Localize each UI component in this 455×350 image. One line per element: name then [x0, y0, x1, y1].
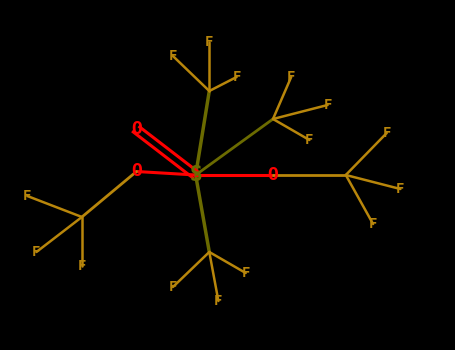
Text: F: F	[32, 245, 40, 259]
Text: S: S	[189, 165, 202, 185]
Text: F: F	[383, 126, 391, 140]
Text: F: F	[305, 133, 313, 147]
Text: O: O	[268, 166, 278, 184]
Text: F: F	[23, 189, 31, 203]
Text: F: F	[169, 280, 177, 294]
Text: F: F	[205, 35, 213, 49]
Text: F: F	[369, 217, 377, 231]
Text: F: F	[242, 266, 250, 280]
Text: F: F	[324, 98, 332, 112]
Text: O: O	[131, 120, 142, 139]
Text: F: F	[214, 294, 222, 308]
Text: F: F	[396, 182, 404, 196]
Text: O: O	[131, 162, 142, 181]
Text: F: F	[169, 49, 177, 63]
Text: F: F	[287, 70, 295, 84]
Text: F: F	[233, 70, 241, 84]
Text: F: F	[78, 259, 86, 273]
